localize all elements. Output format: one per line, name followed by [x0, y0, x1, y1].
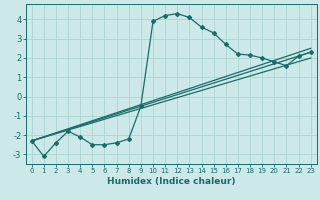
X-axis label: Humidex (Indice chaleur): Humidex (Indice chaleur)	[107, 177, 236, 186]
